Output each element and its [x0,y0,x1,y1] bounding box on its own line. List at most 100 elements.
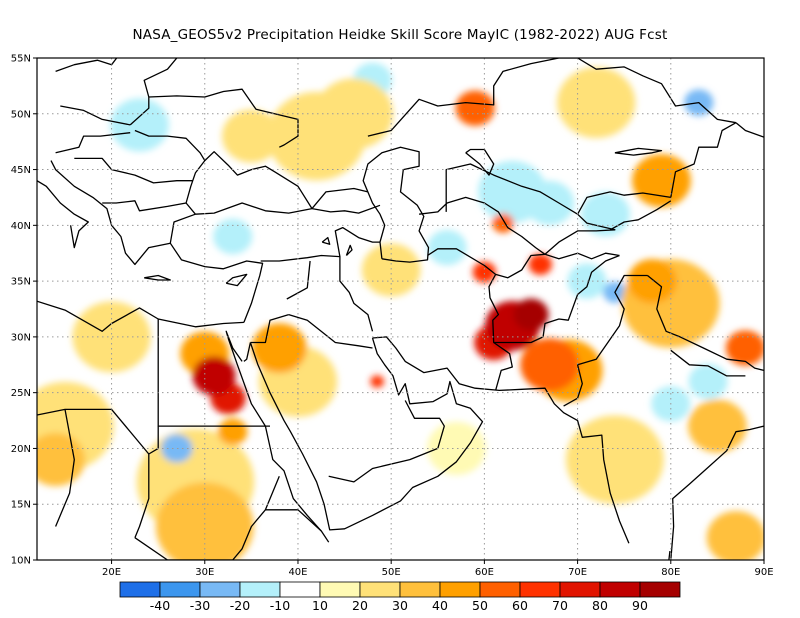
coastline-segment [311,204,381,214]
colorbar-swatch [639,581,681,598]
coastline-segment [735,122,764,138]
skill-patch [427,229,467,266]
skill-patch [567,263,607,299]
lon-tick-label: 90E [754,567,773,578]
coastline-segment [260,254,374,332]
colorbar-label: 40 [432,598,448,613]
lat-tick-label: 25N [11,388,31,399]
coastline-segment [129,58,178,126]
colorbar-label: 70 [552,598,568,613]
colorbar-swatch [279,581,321,598]
colorbar-label: -30 [190,598,210,613]
skill-patch [557,67,636,139]
colorbar-label: 90 [632,598,648,613]
colorbar-swatch [439,581,481,598]
colorbar-label: 30 [392,598,408,613]
coastline-layer [37,58,764,560]
coastline-segment [345,244,353,256]
coastline-segment [243,342,252,362]
skill-patch [251,323,307,373]
plot-frame [36,57,765,561]
coastline-segment [225,273,248,287]
lon-tick-label: 30E [195,567,214,578]
coastline-segment [495,252,620,279]
lon-tick-label: 80E [661,567,680,578]
lon-tick-label: 40E [288,567,307,578]
colorbar-swatch [319,581,361,598]
coastline-segment [367,58,737,137]
coastline-segment [670,122,737,198]
coastline-segment [427,248,513,391]
coastline-segment [445,163,671,215]
coastline-segment [227,337,330,543]
coastline-segment [465,148,495,176]
coastline-segment [670,349,746,377]
coastline-segment [50,160,171,266]
lat-tick-label: 15N [11,500,31,511]
skill-patch [565,415,664,504]
lon-tick-label: 50E [382,567,401,578]
lat-tick-label: 45N [11,165,31,176]
colorbar-label: -20 [230,598,250,613]
skill-patch [314,78,394,150]
coastline-segment [311,187,369,210]
coastline-segment [668,551,671,560]
coastline-segment [134,129,206,161]
colorbar-label: 10 [312,598,328,613]
colorbar-label: -40 [150,598,170,613]
skill-patch [213,218,253,255]
lat-tick-label: 10N [11,556,31,567]
lon-tick-label: 20E [102,567,121,578]
lon-axis: 20E 30E 40E 50E 60E 70E 80E 90E [102,560,774,578]
lon-tick-label: 60E [475,567,494,578]
skill-patch [361,243,421,297]
skill-patch [688,363,728,400]
colorbar-swatch [399,581,441,598]
coastline-segment [55,409,75,527]
colorbar-label: 60 [512,598,528,613]
coastline-segment [37,180,89,249]
colorbar-swatch [119,581,161,598]
coastline-segment [169,202,313,323]
colorbar-boxes [119,581,681,598]
colorbar-swatch [559,581,601,598]
coastline-segment [419,196,546,255]
coastline-segment [134,426,159,538]
coastline-segment [102,200,187,212]
coastline-segment [286,260,311,300]
skill-patch [725,330,764,366]
lat-tick-label: 50N [11,109,31,120]
skill-patch [706,511,764,560]
skill-patch [192,356,236,396]
skill-patch [525,180,575,226]
colorbar-label: 80 [592,598,608,613]
coastline-segment [563,274,648,407]
coastline-segment [609,200,672,231]
coastline-segment [265,509,322,532]
lat-tick-label: 30N [11,332,31,343]
skill-patch [370,375,385,388]
coastline-segment [148,88,299,148]
lat-tick-label: 20N [11,444,31,455]
coastline-segment [111,408,150,455]
coastline-segment [288,313,373,349]
lat-axis: 55N 50N 45N 40N 35N 30N 25N 20N 15N 10N [11,54,37,567]
skill-patch [72,301,151,373]
skill-patch [520,338,579,392]
colorbar-swatch [359,581,401,598]
colorbar-swatch [199,581,241,598]
lat-tick-label: 40N [11,221,31,232]
coastline-segment [647,274,764,372]
lat-tick-label: 55N [11,54,31,65]
coastline-segment [37,300,244,332]
coastline-segment [670,425,764,560]
lat-tick-label: 35N [11,277,31,288]
lon-tick-label: 70E [568,567,587,578]
skill-patch [222,109,281,163]
colorbar-swatch [599,581,641,598]
coastline-segment [225,330,243,362]
colorbar-swatch [519,581,561,598]
coastline-segment [250,313,289,344]
